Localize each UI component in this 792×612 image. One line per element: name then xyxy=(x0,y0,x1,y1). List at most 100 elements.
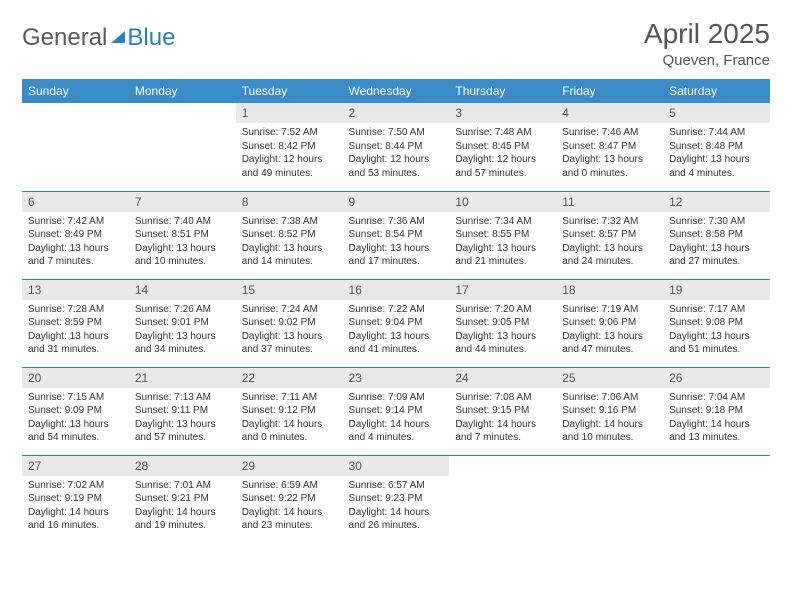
calendar-day-cell: 22Sunrise: 7:11 AMSunset: 9:12 PMDayligh… xyxy=(236,367,343,455)
sunset-line: Sunset: 8:51 PM xyxy=(135,228,230,242)
day-number: 27 xyxy=(22,456,129,476)
day-body: Sunrise: 7:04 AMSunset: 9:18 PMDaylight:… xyxy=(663,388,770,449)
calendar-empty-cell xyxy=(556,455,663,543)
calendar-day-cell: 16Sunrise: 7:22 AMSunset: 9:04 PMDayligh… xyxy=(343,279,450,367)
calendar-day-cell: 7Sunrise: 7:40 AMSunset: 8:51 PMDaylight… xyxy=(129,191,236,279)
sunset-line: Sunset: 9:11 PM xyxy=(135,404,230,418)
sunrise-line: Sunrise: 7:02 AM xyxy=(28,479,123,493)
month-title: April 2025 xyxy=(644,18,770,50)
daylight-line: Daylight: 13 hours and 37 minutes. xyxy=(242,330,337,357)
calendar-body: 1Sunrise: 7:52 AMSunset: 8:42 PMDaylight… xyxy=(22,103,770,543)
day-number: 11 xyxy=(556,192,663,212)
daylight-line: Daylight: 13 hours and 7 minutes. xyxy=(28,242,123,269)
day-number: 10 xyxy=(449,192,556,212)
sunrise-line: Sunrise: 7:46 AM xyxy=(562,126,657,140)
daylight-line: Daylight: 13 hours and 17 minutes. xyxy=(349,242,444,269)
weekday-header: Tuesday xyxy=(236,79,343,103)
day-number: 26 xyxy=(663,368,770,388)
day-body: Sunrise: 7:01 AMSunset: 9:21 PMDaylight:… xyxy=(129,476,236,537)
calendar-day-cell: 13Sunrise: 7:28 AMSunset: 8:59 PMDayligh… xyxy=(22,279,129,367)
calendar-day-cell: 15Sunrise: 7:24 AMSunset: 9:02 PMDayligh… xyxy=(236,279,343,367)
calendar-day-cell: 12Sunrise: 7:30 AMSunset: 8:58 PMDayligh… xyxy=(663,191,770,279)
weekday-header: Sunday xyxy=(22,79,129,103)
sunset-line: Sunset: 8:49 PM xyxy=(28,228,123,242)
sunrise-line: Sunrise: 7:04 AM xyxy=(669,391,764,405)
daylight-line: Daylight: 13 hours and 10 minutes. xyxy=(135,242,230,269)
sunrise-line: Sunrise: 7:28 AM xyxy=(28,303,123,317)
sunset-line: Sunset: 9:04 PM xyxy=(349,316,444,330)
day-body: Sunrise: 7:28 AMSunset: 8:59 PMDaylight:… xyxy=(22,300,129,361)
sunrise-line: Sunrise: 7:52 AM xyxy=(242,126,337,140)
daylight-line: Daylight: 14 hours and 4 minutes. xyxy=(349,418,444,445)
daylight-line: Daylight: 14 hours and 7 minutes. xyxy=(455,418,550,445)
calendar-day-cell: 29Sunrise: 6:59 AMSunset: 9:22 PMDayligh… xyxy=(236,455,343,543)
logo: General Blue xyxy=(22,18,175,52)
sunrise-line: Sunrise: 7:42 AM xyxy=(28,215,123,229)
daylight-line: Daylight: 14 hours and 13 minutes. xyxy=(669,418,764,445)
day-number: 6 xyxy=(22,192,129,212)
sunset-line: Sunset: 9:16 PM xyxy=(562,404,657,418)
day-body: Sunrise: 7:42 AMSunset: 8:49 PMDaylight:… xyxy=(22,212,129,273)
sunrise-line: Sunrise: 6:59 AM xyxy=(242,479,337,493)
calendar-day-cell: 5Sunrise: 7:44 AMSunset: 8:48 PMDaylight… xyxy=(663,103,770,191)
daylight-line: Daylight: 13 hours and 14 minutes. xyxy=(242,242,337,269)
sunrise-line: Sunrise: 7:08 AM xyxy=(455,391,550,405)
daylight-line: Daylight: 13 hours and 54 minutes. xyxy=(28,418,123,445)
calendar-day-cell: 26Sunrise: 7:04 AMSunset: 9:18 PMDayligh… xyxy=(663,367,770,455)
day-body: Sunrise: 7:40 AMSunset: 8:51 PMDaylight:… xyxy=(129,212,236,273)
day-number: 24 xyxy=(449,368,556,388)
day-body: Sunrise: 7:09 AMSunset: 9:14 PMDaylight:… xyxy=(343,388,450,449)
calendar-day-cell: 1Sunrise: 7:52 AMSunset: 8:42 PMDaylight… xyxy=(236,103,343,191)
sunrise-line: Sunrise: 7:38 AM xyxy=(242,215,337,229)
day-body: Sunrise: 6:59 AMSunset: 9:22 PMDaylight:… xyxy=(236,476,343,537)
logo-part1: General xyxy=(22,24,107,52)
sunset-line: Sunset: 9:21 PM xyxy=(135,492,230,506)
sunset-line: Sunset: 9:14 PM xyxy=(349,404,444,418)
day-body: Sunrise: 7:34 AMSunset: 8:55 PMDaylight:… xyxy=(449,212,556,273)
day-number: 19 xyxy=(663,280,770,300)
calendar-day-cell: 28Sunrise: 7:01 AMSunset: 9:21 PMDayligh… xyxy=(129,455,236,543)
day-body: Sunrise: 7:46 AMSunset: 8:47 PMDaylight:… xyxy=(556,123,663,184)
day-body: Sunrise: 6:57 AMSunset: 9:23 PMDaylight:… xyxy=(343,476,450,537)
topbar: General Blue April 2025 Queven, France xyxy=(22,18,770,69)
day-body: Sunrise: 7:30 AMSunset: 8:58 PMDaylight:… xyxy=(663,212,770,273)
sunrise-line: Sunrise: 6:57 AM xyxy=(349,479,444,493)
sunrise-line: Sunrise: 7:26 AM xyxy=(135,303,230,317)
sunset-line: Sunset: 8:47 PM xyxy=(562,140,657,154)
daylight-line: Daylight: 13 hours and 34 minutes. xyxy=(135,330,230,357)
calendar-day-cell: 24Sunrise: 7:08 AMSunset: 9:15 PMDayligh… xyxy=(449,367,556,455)
calendar-day-cell: 2Sunrise: 7:50 AMSunset: 8:44 PMDaylight… xyxy=(343,103,450,191)
sunset-line: Sunset: 8:55 PM xyxy=(455,228,550,242)
sunrise-line: Sunrise: 7:22 AM xyxy=(349,303,444,317)
day-body: Sunrise: 7:26 AMSunset: 9:01 PMDaylight:… xyxy=(129,300,236,361)
sunrise-line: Sunrise: 7:50 AM xyxy=(349,126,444,140)
sunrise-line: Sunrise: 7:34 AM xyxy=(455,215,550,229)
calendar-week-row: 27Sunrise: 7:02 AMSunset: 9:19 PMDayligh… xyxy=(22,455,770,543)
calendar-header-row: SundayMondayTuesdayWednesdayThursdayFrid… xyxy=(22,79,770,103)
day-body: Sunrise: 7:24 AMSunset: 9:02 PMDaylight:… xyxy=(236,300,343,361)
day-number: 2 xyxy=(343,103,450,123)
location-label: Queven, France xyxy=(644,52,770,69)
calendar-week-row: 6Sunrise: 7:42 AMSunset: 8:49 PMDaylight… xyxy=(22,191,770,279)
daylight-line: Daylight: 14 hours and 19 minutes. xyxy=(135,506,230,533)
sunset-line: Sunset: 8:45 PM xyxy=(455,140,550,154)
sunrise-line: Sunrise: 7:44 AM xyxy=(669,126,764,140)
sunrise-line: Sunrise: 7:06 AM xyxy=(562,391,657,405)
calendar-week-row: 20Sunrise: 7:15 AMSunset: 9:09 PMDayligh… xyxy=(22,367,770,455)
sunset-line: Sunset: 8:58 PM xyxy=(669,228,764,242)
calendar-empty-cell xyxy=(449,455,556,543)
daylight-line: Daylight: 12 hours and 57 minutes. xyxy=(455,153,550,180)
calendar-day-cell: 8Sunrise: 7:38 AMSunset: 8:52 PMDaylight… xyxy=(236,191,343,279)
calendar-table: SundayMondayTuesdayWednesdayThursdayFrid… xyxy=(22,79,770,543)
day-number: 20 xyxy=(22,368,129,388)
sunset-line: Sunset: 8:44 PM xyxy=(349,140,444,154)
sunrise-line: Sunrise: 7:36 AM xyxy=(349,215,444,229)
day-body: Sunrise: 7:17 AMSunset: 9:08 PMDaylight:… xyxy=(663,300,770,361)
day-number: 3 xyxy=(449,103,556,123)
sunset-line: Sunset: 9:05 PM xyxy=(455,316,550,330)
calendar-day-cell: 27Sunrise: 7:02 AMSunset: 9:19 PMDayligh… xyxy=(22,455,129,543)
day-number: 23 xyxy=(343,368,450,388)
sunrise-line: Sunrise: 7:40 AM xyxy=(135,215,230,229)
weekday-header: Thursday xyxy=(449,79,556,103)
calendar-day-cell: 23Sunrise: 7:09 AMSunset: 9:14 PMDayligh… xyxy=(343,367,450,455)
